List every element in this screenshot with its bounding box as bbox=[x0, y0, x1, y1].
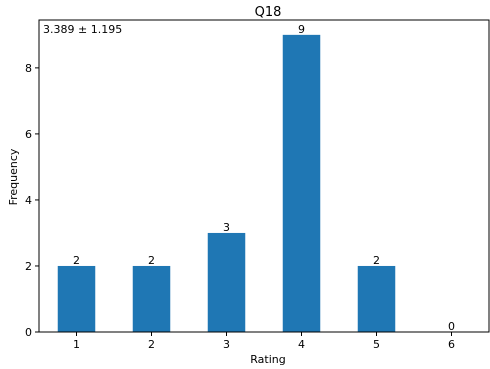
chart-title: Q18 bbox=[255, 5, 282, 20]
bar-value-label: 3 bbox=[223, 221, 230, 234]
bar-rating-1 bbox=[57, 265, 96, 332]
mean-std-annotation: 3.389 ± 1.195 bbox=[43, 23, 122, 36]
x-tick-label: 6 bbox=[448, 338, 455, 351]
plot-frame bbox=[38, 19, 490, 333]
x-tick-label: 2 bbox=[148, 338, 155, 351]
y-tick-label: 0 bbox=[25, 326, 32, 339]
x-axis-label: Rating bbox=[250, 353, 285, 366]
y-tick-label: 8 bbox=[25, 62, 32, 75]
bar-value-label: 9 bbox=[298, 23, 305, 36]
bar-value-label: 2 bbox=[148, 254, 155, 267]
bar-rating-4 bbox=[282, 34, 321, 332]
bar-value-label: 0 bbox=[448, 320, 455, 333]
bar-value-label: 2 bbox=[373, 254, 380, 267]
bar-series bbox=[57, 34, 396, 332]
bar-data-labels: 2 2 3 9 2 0 bbox=[73, 23, 455, 333]
y-tick-label: 6 bbox=[25, 128, 32, 141]
y-tick-label: 4 bbox=[25, 194, 32, 207]
bar-rating-5 bbox=[357, 265, 396, 332]
bar-rating-2 bbox=[132, 265, 171, 332]
bar-rating-3 bbox=[207, 232, 246, 332]
y-axis-ticks: 0 2 4 6 8 bbox=[25, 62, 39, 339]
x-axis-ticks: 1 2 3 4 5 6 bbox=[73, 332, 455, 351]
x-tick-label: 3 bbox=[223, 338, 230, 351]
x-tick-label: 1 bbox=[73, 338, 80, 351]
y-tick-label: 2 bbox=[25, 260, 32, 273]
y-axis-label: Frequency bbox=[7, 148, 20, 205]
x-tick-label: 4 bbox=[298, 338, 305, 351]
x-tick-label: 5 bbox=[373, 338, 380, 351]
bar-value-label: 2 bbox=[73, 254, 80, 267]
